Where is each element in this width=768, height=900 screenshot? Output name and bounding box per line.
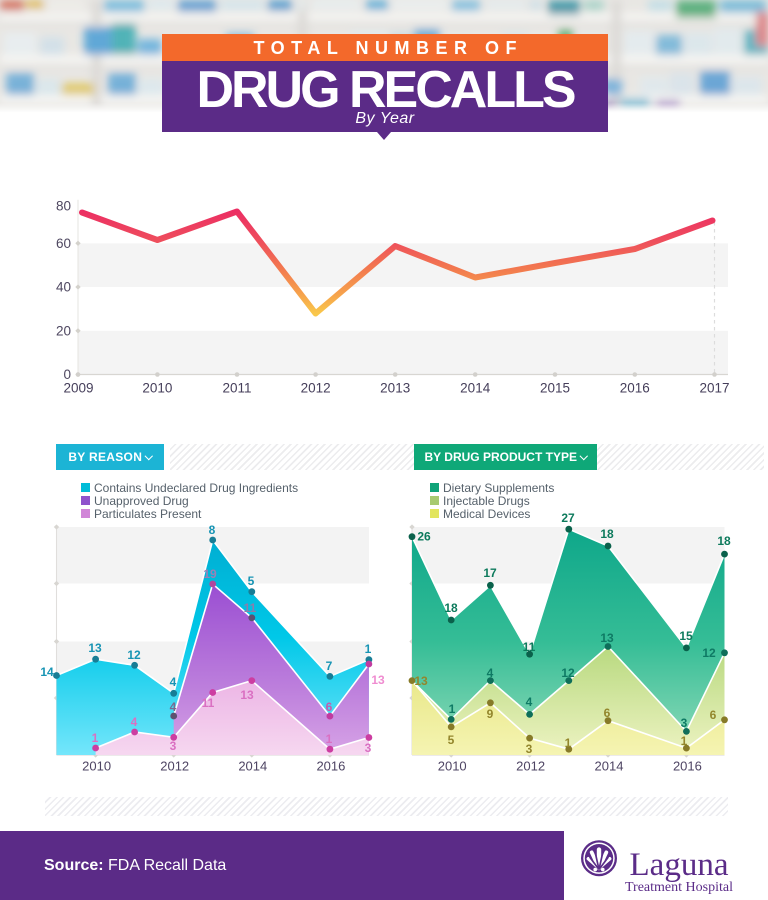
- svg-text:15: 15: [679, 629, 693, 643]
- svg-text:2015: 2015: [540, 381, 570, 396]
- svg-text:1: 1: [365, 642, 372, 656]
- svg-text:6: 6: [326, 700, 333, 714]
- svg-text:11: 11: [244, 601, 257, 615]
- svg-text:2012: 2012: [301, 381, 331, 396]
- svg-text:12: 12: [702, 646, 716, 660]
- svg-text:60: 60: [56, 236, 71, 251]
- svg-text:13: 13: [88, 641, 102, 655]
- svg-text:1: 1: [92, 731, 99, 745]
- svg-text:4: 4: [170, 675, 177, 689]
- svg-text:3: 3: [170, 739, 177, 753]
- svg-text:4: 4: [526, 695, 533, 709]
- svg-text:0: 0: [63, 367, 71, 382]
- svg-text:11: 11: [523, 640, 536, 654]
- svg-text:27: 27: [561, 511, 575, 525]
- svg-text:11: 11: [202, 696, 215, 710]
- svg-text:14: 14: [40, 665, 54, 679]
- svg-text:13: 13: [240, 688, 254, 702]
- svg-text:6: 6: [604, 706, 611, 720]
- svg-text:19: 19: [203, 567, 217, 581]
- svg-text:2016: 2016: [316, 759, 345, 774]
- svg-text:4: 4: [487, 666, 494, 680]
- svg-text:1: 1: [565, 736, 572, 750]
- svg-text:9: 9: [487, 707, 494, 721]
- svg-text:Treatment Hospital: Treatment Hospital: [625, 880, 733, 895]
- svg-text:18: 18: [717, 534, 731, 548]
- svg-text:4: 4: [131, 715, 138, 729]
- svg-text:3: 3: [526, 742, 533, 756]
- svg-text:2016: 2016: [673, 759, 702, 774]
- svg-text:12: 12: [561, 666, 575, 680]
- svg-text:8: 8: [209, 523, 216, 537]
- svg-text:80: 80: [56, 199, 71, 214]
- svg-text:20: 20: [56, 324, 71, 339]
- svg-text:2014: 2014: [460, 381, 491, 396]
- svg-text:5: 5: [248, 574, 255, 588]
- svg-text:3: 3: [365, 741, 372, 755]
- svg-text:5: 5: [448, 733, 455, 747]
- svg-text:13: 13: [600, 631, 614, 645]
- svg-text:13: 13: [371, 673, 385, 687]
- svg-text:1: 1: [449, 702, 456, 716]
- svg-text:18: 18: [444, 601, 458, 615]
- svg-text:7: 7: [326, 659, 333, 673]
- svg-text:1: 1: [326, 732, 333, 746]
- svg-text:6: 6: [710, 708, 717, 722]
- svg-text:2017: 2017: [699, 381, 729, 396]
- svg-text:12: 12: [127, 648, 141, 662]
- svg-text:26: 26: [417, 530, 431, 544]
- svg-text:1: 1: [681, 734, 688, 748]
- svg-text:Laguna: Laguna: [630, 847, 729, 883]
- svg-text:4: 4: [170, 700, 177, 714]
- svg-text:2012: 2012: [516, 759, 545, 774]
- svg-text:18: 18: [600, 527, 614, 541]
- svg-text:2014: 2014: [595, 759, 624, 774]
- svg-text:2014: 2014: [238, 759, 267, 774]
- svg-text:2009: 2009: [63, 381, 93, 396]
- svg-text:17: 17: [483, 566, 497, 580]
- svg-text:40: 40: [56, 280, 71, 295]
- svg-text:13: 13: [414, 674, 428, 688]
- svg-text:2010: 2010: [82, 759, 111, 774]
- svg-text:3: 3: [681, 716, 688, 730]
- svg-text:2010: 2010: [438, 759, 467, 774]
- svg-text:2012: 2012: [160, 759, 189, 774]
- svg-text:2013: 2013: [380, 381, 410, 396]
- svg-text:2011: 2011: [222, 381, 251, 396]
- svg-text:2010: 2010: [142, 381, 172, 396]
- svg-text:2016: 2016: [620, 381, 650, 396]
